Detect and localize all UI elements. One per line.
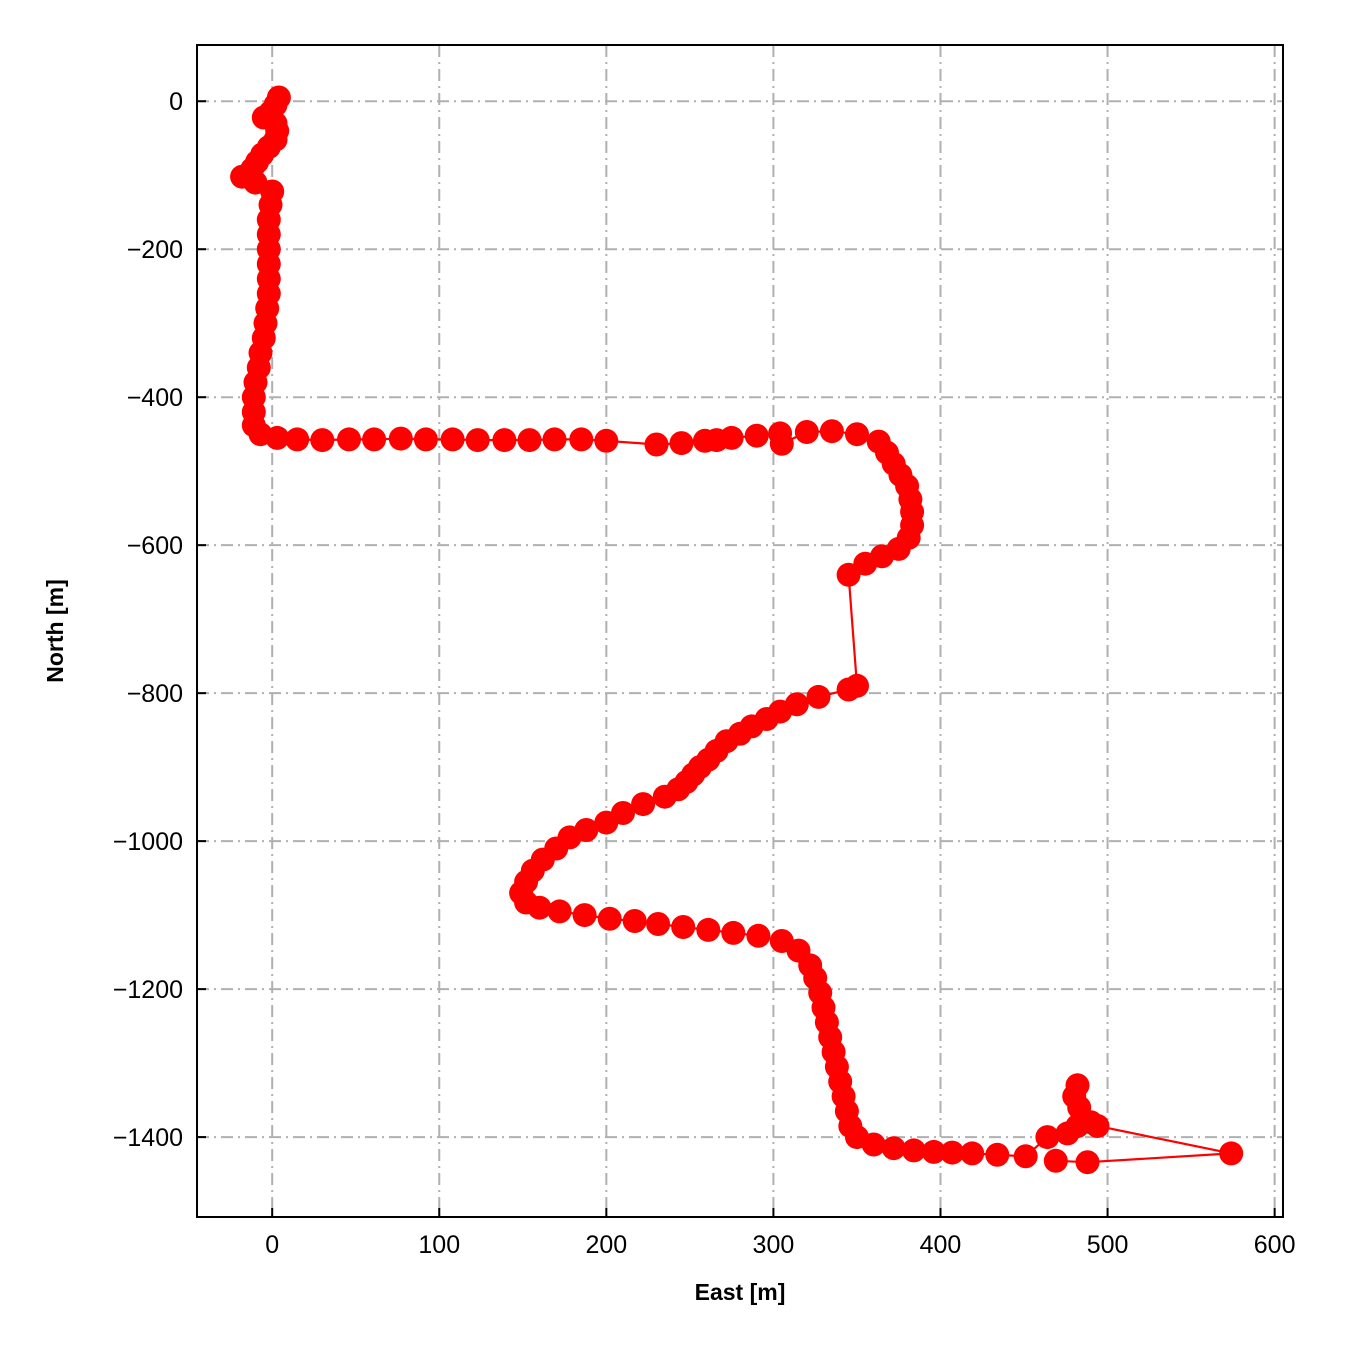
trajectory-point	[696, 917, 721, 942]
trajectory-point	[836, 562, 861, 587]
trajectory-point	[337, 427, 361, 452]
trajectory-point	[285, 427, 310, 452]
ticks: 0 100 200 300 400 500 600 0 −200 −400 −600 −800 −100…	[113, 88, 1296, 1259]
x-axis-label: East [m]	[695, 1279, 786, 1305]
trajectory-point	[265, 425, 290, 450]
trajectory-point	[388, 426, 413, 451]
y-tick-label: −200	[127, 236, 183, 264]
trajectory-point	[1035, 1125, 1060, 1150]
trajectory-point	[1013, 1144, 1038, 1169]
trajectory-point	[1085, 1114, 1110, 1138]
trajectory-point	[631, 792, 656, 817]
trajectory-point	[881, 1136, 906, 1161]
x-tick-label: 0	[265, 1231, 279, 1259]
trajectory-point	[819, 419, 844, 444]
trajectory-point	[845, 422, 869, 447]
y-tick-label: −600	[127, 532, 183, 560]
trajectory-point	[669, 431, 694, 456]
grid	[197, 45, 1283, 1217]
trajectory-point	[1065, 1073, 1090, 1098]
trajectory-point	[362, 427, 387, 452]
trajectory-point	[547, 899, 572, 924]
trajectory-point	[542, 427, 567, 452]
trajectory-point	[644, 432, 669, 457]
trajectory-point	[646, 912, 671, 936]
y-tick-label: 0	[169, 88, 183, 116]
trajectory-point	[572, 903, 597, 928]
trajectory-point	[806, 684, 831, 709]
trajectory-point	[517, 428, 542, 453]
trajectory-point	[310, 428, 335, 453]
x-tick-label: 300	[753, 1231, 795, 1259]
trajectory-point	[1043, 1148, 1068, 1173]
trajectory-point	[985, 1142, 1010, 1167]
trajectory-point	[719, 425, 744, 450]
trajectory-point	[671, 915, 696, 939]
trajectory-point	[744, 423, 769, 448]
trajectory-point	[861, 1132, 886, 1157]
trajectory-point	[836, 677, 861, 702]
trajectory-line	[239, 97, 1232, 1164]
y-tick-label: −1200	[113, 976, 183, 1004]
trajectory-point	[465, 428, 490, 453]
x-tick-label: 600	[1254, 1231, 1296, 1259]
trajectory-point	[594, 810, 619, 835]
x-tick-label: 200	[585, 1231, 627, 1259]
trajectory-point	[921, 1139, 946, 1164]
trajectory-point	[652, 784, 677, 809]
y-tick-label: −1400	[113, 1124, 183, 1152]
trajectory-point	[527, 895, 552, 920]
y-tick-label: −800	[127, 680, 183, 708]
trajectory-point	[721, 920, 746, 945]
plot-frame	[196, 44, 1284, 1218]
trajectory-point	[901, 1138, 926, 1163]
trajectory-point	[413, 427, 438, 452]
trajectory-point	[746, 923, 771, 948]
trajectory-point	[960, 1141, 985, 1166]
trajectory-point	[492, 428, 517, 453]
x-tick-label: 400	[920, 1231, 962, 1259]
trajectory-point	[440, 427, 465, 452]
trajectory-point	[1075, 1150, 1100, 1175]
trajectory-point	[940, 1140, 965, 1165]
trajectory-point	[1219, 1141, 1244, 1166]
trajectory-point	[622, 909, 647, 933]
trajectory-point	[597, 906, 622, 931]
trajectory-point	[794, 420, 819, 444]
x-tick-label: 100	[418, 1231, 460, 1259]
trajectory-point	[594, 428, 619, 453]
trajectory-point	[569, 427, 594, 452]
y-tick-label: −400	[127, 384, 183, 412]
trajectory-point	[769, 431, 794, 456]
series-trajectory	[230, 85, 1244, 1175]
y-axis-label: North [m]	[42, 579, 68, 682]
y-tick-label: −1000	[113, 828, 183, 856]
x-tick-label: 500	[1087, 1231, 1129, 1259]
